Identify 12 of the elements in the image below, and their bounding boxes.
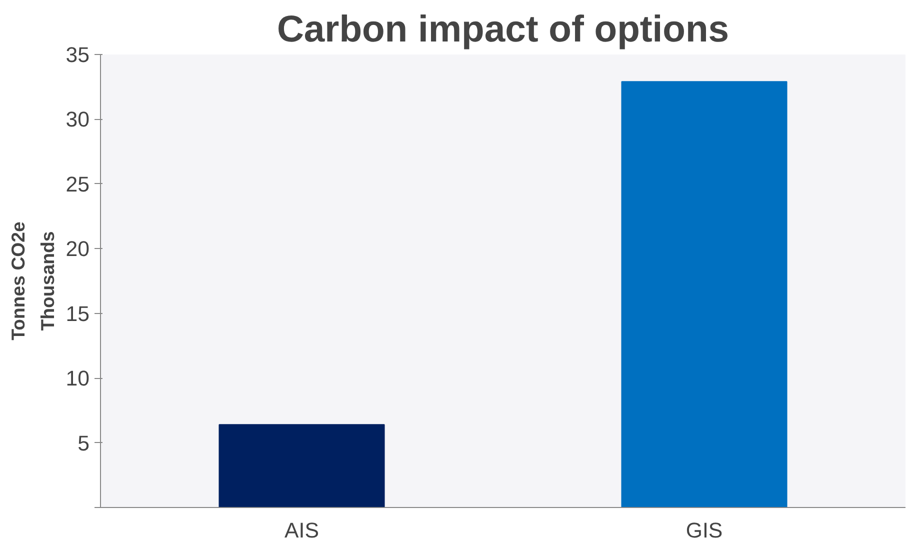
x-tick-label: AIS	[284, 518, 319, 542]
y-tick-label: 35	[66, 43, 90, 67]
x-tick-label: GIS	[686, 518, 723, 542]
y-tick-label: 5	[78, 431, 90, 456]
y-tick-label: 20	[66, 237, 90, 262]
y-tick-label: 15	[66, 302, 90, 326]
y-tick-label: 30	[66, 108, 90, 132]
y-tick-label: 25	[66, 172, 90, 196]
y-axis-title: Tonnes CO2e	[8, 222, 28, 340]
y-tick-label: 10	[66, 366, 90, 391]
chart-title: Carbon impact of options	[276, 8, 730, 50]
text: Thousands	[36, 231, 58, 331]
